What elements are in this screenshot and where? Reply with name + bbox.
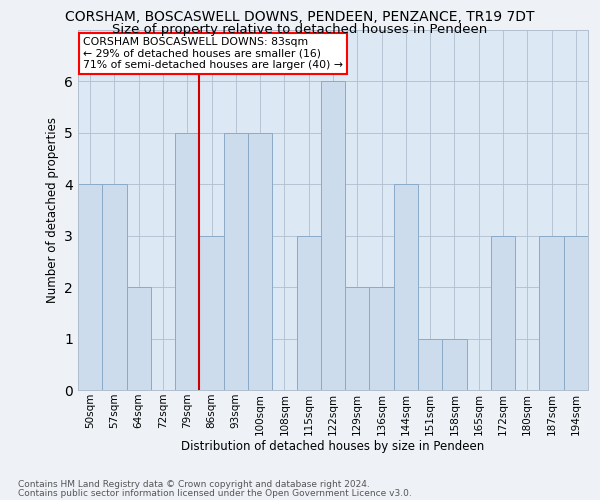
Text: CORSHAM BOSCASWELL DOWNS: 83sqm
← 29% of detached houses are smaller (16)
71% of: CORSHAM BOSCASWELL DOWNS: 83sqm ← 29% of… [83,37,343,70]
Bar [539,236,564,390]
Bar [199,236,224,390]
Bar [248,133,272,390]
Bar [491,236,515,390]
Text: Contains public sector information licensed under the Open Government Licence v3: Contains public sector information licen… [18,488,412,498]
Text: CORSHAM, BOSCASWELL DOWNS, PENDEEN, PENZANCE, TR19 7DT: CORSHAM, BOSCASWELL DOWNS, PENDEEN, PENZ… [65,10,535,24]
Bar [564,236,588,390]
Bar [418,338,442,390]
Text: Contains HM Land Registry data © Crown copyright and database right 2024.: Contains HM Land Registry data © Crown c… [18,480,370,489]
Bar [78,184,102,390]
Bar [296,236,321,390]
Bar [442,338,467,390]
Bar [224,133,248,390]
Bar [321,82,345,390]
Bar [394,184,418,390]
Bar [102,184,127,390]
Bar [370,287,394,390]
Bar [345,287,370,390]
Y-axis label: Number of detached properties: Number of detached properties [46,117,59,303]
Bar [175,133,199,390]
X-axis label: Distribution of detached houses by size in Pendeen: Distribution of detached houses by size … [181,440,485,454]
Text: Size of property relative to detached houses in Pendeen: Size of property relative to detached ho… [112,22,488,36]
Bar [127,287,151,390]
